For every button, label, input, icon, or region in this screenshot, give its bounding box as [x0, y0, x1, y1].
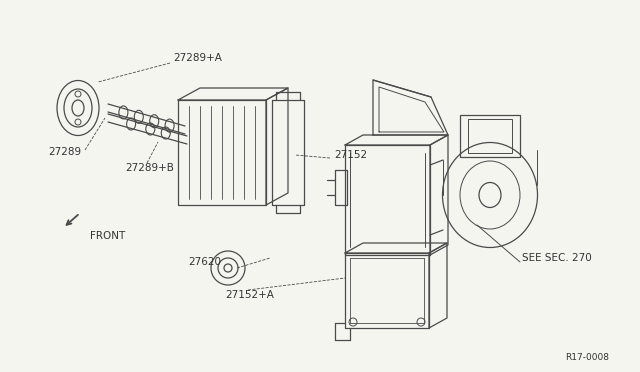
Text: 27152+A: 27152+A	[225, 290, 274, 300]
Text: 27152: 27152	[334, 150, 367, 160]
Text: 27620: 27620	[188, 257, 221, 267]
Bar	[460, 115, 520, 157]
Text: SEE SEC. 270: SEE SEC. 270	[522, 253, 592, 263]
Text: 27289: 27289	[48, 147, 81, 157]
Text: FRONT: FRONT	[90, 231, 125, 241]
Bar	[468, 119, 512, 153]
Text: 27289+A: 27289+A	[173, 53, 222, 63]
Text: 27289+B: 27289+B	[125, 163, 174, 173]
Text: R17-0008: R17-0008	[565, 353, 609, 362]
